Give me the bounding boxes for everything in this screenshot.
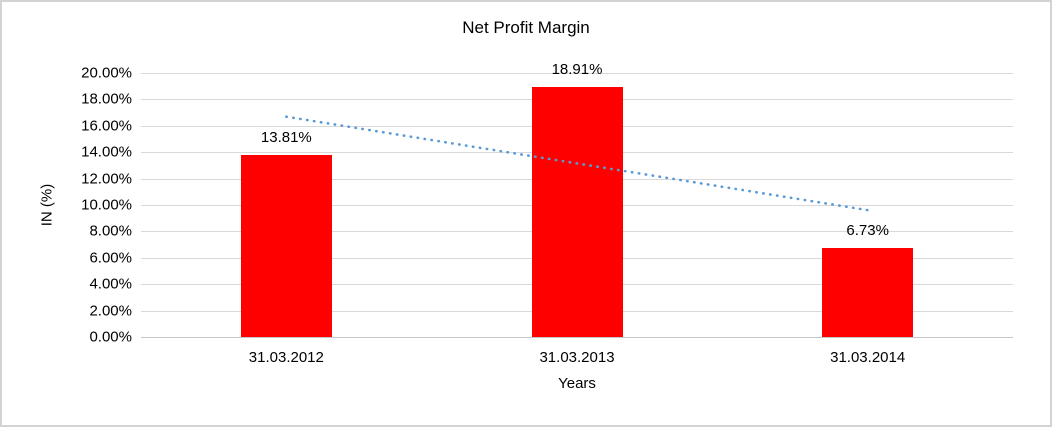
x-tick-label: 31.03.2014 <box>830 349 906 366</box>
y-tick-label: 6.00% <box>89 249 132 267</box>
data-label: 13.81% <box>260 128 312 146</box>
y-tick-label: 18.00% <box>81 90 132 108</box>
y-tick-label: 8.00% <box>89 222 132 240</box>
y-tick-label: 4.00% <box>89 275 132 293</box>
y-tick-label: 20.00% <box>81 64 132 82</box>
gridline <box>141 337 1013 338</box>
x-tick-label: 31.03.2012 <box>248 349 324 366</box>
chart-title: Net Profit Margin <box>462 18 590 37</box>
x-tick-label: 31.03.2013 <box>539 349 615 366</box>
data-label: 18.91% <box>551 61 603 79</box>
bar-31.03.2012 <box>240 154 332 337</box>
bar-31.03.2013 <box>531 87 623 337</box>
y-tick-label: 12.00% <box>81 170 132 188</box>
y-tick-label: 0.00% <box>89 328 132 346</box>
data-label: 6.73% <box>846 222 889 240</box>
bar-31.03.2014 <box>822 248 914 337</box>
y-tick-label: 2.00% <box>89 302 132 320</box>
y-tick-label: 14.00% <box>81 143 132 161</box>
gridline <box>141 73 1013 74</box>
y-tick-label: 16.00% <box>81 117 132 135</box>
y-tick-label: 10.00% <box>81 196 132 214</box>
x-axis-title: Years <box>558 375 596 392</box>
y-axis-title: IN (%) <box>38 183 56 227</box>
